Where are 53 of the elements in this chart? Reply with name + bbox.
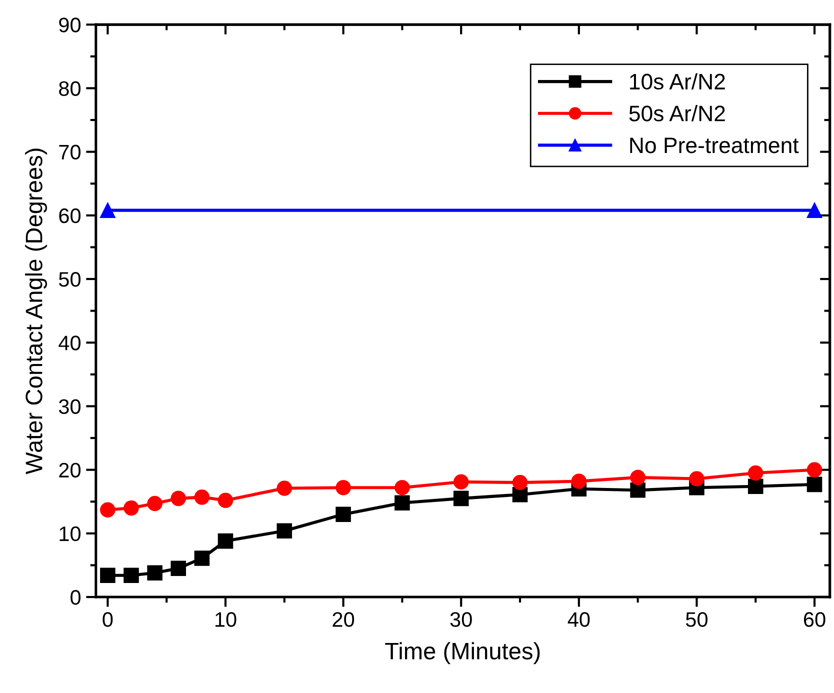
y-tick-label: 80 — [59, 81, 81, 96]
point — [218, 533, 234, 549]
x-tick-label: 30 — [450, 612, 472, 627]
point — [806, 202, 822, 218]
point — [170, 490, 186, 506]
x-tick-label: 60 — [804, 612, 826, 627]
point — [748, 465, 764, 481]
point — [512, 474, 528, 490]
point — [571, 474, 587, 489]
x-tick-label: 10 — [216, 612, 236, 627]
point — [147, 496, 162, 512]
point — [147, 565, 162, 580]
x-tick-label: 40 — [568, 612, 590, 627]
x-tick-label: 50 — [686, 612, 708, 627]
point — [194, 550, 210, 566]
x-axis-title: Time (Minutes) — [385, 642, 540, 664]
y-tick-label: 70 — [59, 144, 81, 160]
point — [336, 480, 351, 496]
point — [453, 474, 469, 490]
point — [630, 482, 646, 498]
y-tick-label: 60 — [59, 208, 81, 224]
y-tick-label: 30 — [58, 399, 81, 414]
point — [100, 502, 116, 518]
y-tick-label: 50 — [58, 272, 81, 287]
point — [630, 470, 646, 486]
point — [170, 560, 186, 576]
point — [453, 490, 469, 506]
legend-label: 50s Ar/N2 — [629, 105, 725, 122]
point — [124, 568, 139, 584]
x-tick-label: 0 — [102, 612, 113, 627]
point — [124, 500, 139, 516]
point — [100, 202, 116, 218]
point — [806, 476, 822, 492]
point — [336, 506, 351, 522]
y-tick-label: 90 — [59, 18, 81, 32]
y-tick-label: 10 — [60, 526, 81, 542]
x-tick-label: 20 — [332, 612, 354, 627]
point — [276, 480, 292, 496]
y-tick-label: 40 — [58, 336, 81, 350]
point — [806, 462, 822, 478]
y-tick-label: 0 — [70, 590, 81, 605]
legend-label: No Pre-treatment — [630, 138, 799, 154]
point — [218, 492, 234, 508]
legend-label: 10s Ar/N2 — [630, 73, 725, 90]
point — [394, 480, 410, 496]
point — [689, 471, 704, 486]
point — [394, 495, 410, 511]
y-axis-title: Water Contact Angle (Degrees) — [25, 148, 48, 474]
point — [194, 490, 210, 505]
point — [100, 568, 116, 584]
y-tick-label: 20 — [59, 462, 81, 478]
point — [748, 478, 764, 494]
point — [276, 523, 292, 539]
